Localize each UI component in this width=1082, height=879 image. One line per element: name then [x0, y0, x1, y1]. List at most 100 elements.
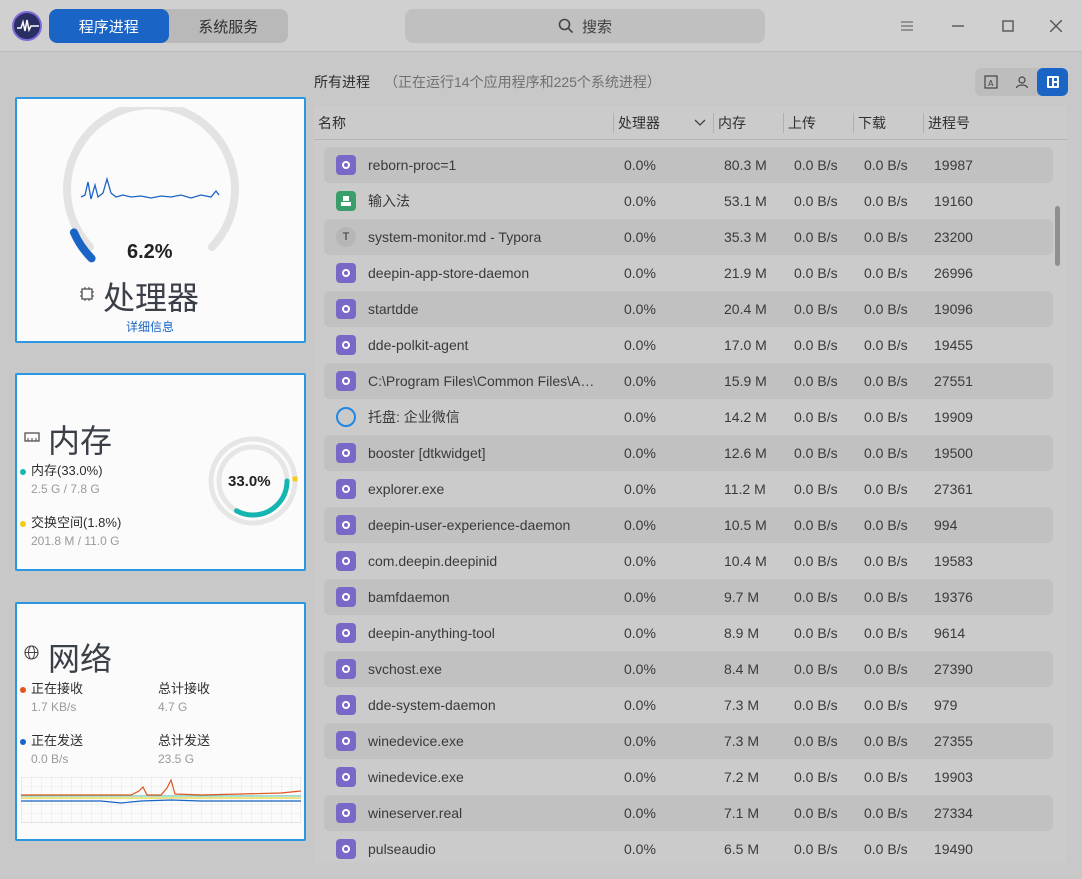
- process-gear-icon: [336, 335, 356, 355]
- memory-percent: 33.0%: [228, 473, 271, 490]
- table-row[interactable]: C:\Program Files\Common Files\A… 0.0% 15.9…: [324, 363, 1053, 399]
- recv-dot: [20, 686, 26, 693]
- scrollbar[interactable]: [1055, 206, 1060, 266]
- column-memory[interactable]: 内存: [718, 115, 746, 131]
- process-gear-icon: [336, 695, 356, 715]
- process-pid: 27334: [934, 805, 973, 821]
- minimize-icon[interactable]: [944, 12, 972, 40]
- process-icon-cell: [336, 687, 356, 723]
- table-row[interactable]: 输入法 0.0% 53.1 M 0.0 B/s 0.0 B/s 19160: [324, 183, 1053, 219]
- table-row[interactable]: dde-system-daemon 0.0% 7.3 M 0.0 B/s 0.0 B/s…: [324, 687, 1053, 723]
- table-row[interactable]: 托盘: 企业微信 0.0% 14.2 M 0.0 B/s 0.0 B/s 19909: [324, 399, 1053, 435]
- process-name: 输入法: [368, 193, 410, 209]
- close-icon[interactable]: [1042, 12, 1070, 40]
- column-download[interactable]: 下载: [858, 115, 886, 131]
- table-row[interactable]: com.deepin.deepinid 0.0% 10.4 M 0.0 B/s 0.0 …: [324, 543, 1053, 579]
- column-divider[interactable]: [713, 113, 714, 133]
- table-row[interactable]: pulseaudio 0.0% 6.5 M 0.0 B/s 0.0 B/s 19490: [324, 831, 1053, 863]
- process-pid: 979: [934, 697, 958, 713]
- process-name: C:\Program Files\Common Files\A…: [368, 373, 595, 389]
- process-up: 0.0 B/s: [794, 265, 838, 281]
- process-mem: 14.2 M: [724, 409, 767, 425]
- table-row[interactable]: wineserver.real 0.0% 7.1 M 0.0 B/s 0.0 B/s 27…: [324, 795, 1053, 831]
- process-name: wineserver.real: [368, 805, 463, 821]
- table-row[interactable]: svchost.exe 0.0% 8.4 M 0.0 B/s 0.0 B/s 27390: [324, 651, 1053, 687]
- column-divider[interactable]: [783, 113, 784, 133]
- process-cpu: 0.0%: [624, 157, 656, 173]
- mem-legend: 内存(33.0%): [20, 460, 103, 479]
- cpu-gauge: [63, 107, 239, 263]
- maximize-icon[interactable]: [994, 12, 1022, 40]
- column-divider[interactable]: [853, 113, 854, 133]
- process-icon-cell: [336, 759, 356, 795]
- process-cpu: 0.0%: [624, 301, 656, 317]
- process-name: startdde: [368, 301, 419, 317]
- process-pid: 19490: [934, 841, 973, 857]
- process-icon-cell: [336, 363, 356, 399]
- process-mem: 80.3 M: [724, 157, 767, 173]
- process-title: 所有进程: [314, 74, 370, 90]
- tab-services[interactable]: 系统服务: [198, 18, 259, 36]
- process-gear-icon: [336, 443, 356, 463]
- process-down: 0.0 B/s: [864, 769, 908, 785]
- column-cpu[interactable]: 处理器: [618, 115, 660, 131]
- table-row[interactable]: explorer.exe 0.0% 11.2 M 0.0 B/s 0.0 B/s 2736…: [324, 471, 1053, 507]
- column-name[interactable]: 名称: [318, 115, 346, 131]
- search-icon: [558, 18, 574, 34]
- memory-panel[interactable]: 内存 内存(33.0%) 2.5 G / 7.8 G 交换空间(1.8%) 20…: [15, 373, 306, 571]
- process-up: 0.0 B/s: [794, 841, 838, 857]
- process-mem: 7.1 M: [724, 805, 760, 821]
- process-pid: 19987: [934, 157, 973, 173]
- process-pid: 23200: [934, 229, 973, 245]
- cpu-panel[interactable]: 6.2% 处理器 详细信息: [15, 97, 306, 343]
- recv-line: [21, 778, 301, 796]
- table-row[interactable]: startdde 0.0% 20.4 M 0.0 B/s 0.0 B/s 19096: [324, 291, 1053, 327]
- process-mem: 11.2 M: [724, 481, 766, 497]
- swap-label: 交换空间(1.8%): [31, 515, 122, 530]
- process-name: svchost.exe: [368, 661, 442, 677]
- table-row[interactable]: deepin-user-experience-daemon 0.0% 10.5 M 0…: [324, 507, 1053, 543]
- process-name: deepin-app-store-daemon: [368, 265, 530, 281]
- process-pid: 19160: [934, 193, 973, 209]
- column-divider[interactable]: [613, 113, 614, 133]
- app-filter-icon[interactable]: A: [975, 68, 1006, 96]
- table-row[interactable]: winedevice.exe 0.0% 7.3 M 0.0 B/s 0.0 B/s 273…: [324, 723, 1053, 759]
- process-pid: 26996: [934, 265, 973, 281]
- all-processes-icon[interactable]: [1037, 68, 1068, 96]
- process-cpu: 0.0%: [624, 625, 656, 641]
- process-name: deepin-user-experience-daemon: [368, 517, 571, 533]
- table-row[interactable]: dde-polkit-agent 0.0% 17.0 M 0.0 B/s 0.0 B/s…: [324, 327, 1053, 363]
- sort-chevron-down-icon[interactable]: [694, 106, 706, 140]
- process-pid: 19500: [934, 445, 973, 461]
- table-row[interactable]: bamfdaemon 0.0% 9.7 M 0.0 B/s 0.0 B/s 19376: [324, 579, 1053, 615]
- cpu-details-link[interactable]: 详细信息: [126, 320, 175, 334]
- table-row[interactable]: winedevice.exe 0.0% 7.2 M 0.0 B/s 0.0 B/s 199…: [324, 759, 1053, 795]
- process-up: 0.0 B/s: [794, 229, 838, 245]
- column-upload[interactable]: 上传: [788, 115, 816, 131]
- column-divider[interactable]: [923, 113, 924, 133]
- process-name: explorer.exe: [368, 481, 445, 497]
- process-name: dde-polkit-agent: [368, 337, 469, 353]
- search-input[interactable]: 搜索: [405, 9, 765, 43]
- user-filter-icon[interactable]: [1006, 68, 1037, 96]
- table-row[interactable]: reborn-proc=1 0.0% 80.3 M 0.0 B/s 0.0 B/s 199…: [324, 147, 1053, 183]
- process-down: 0.0 B/s: [864, 841, 908, 857]
- menu-icon[interactable]: [893, 12, 921, 40]
- view-switcher: 程序进程 系统服务: [49, 9, 288, 43]
- process-pid: 27361: [934, 481, 973, 497]
- table-row[interactable]: deepin-app-store-daemon 0.0% 21.9 M 0.0 B/s…: [324, 255, 1053, 291]
- column-pid[interactable]: 进程号: [928, 115, 970, 131]
- app-logo-icon[interactable]: [12, 11, 42, 41]
- process-icon-cell: [336, 255, 356, 291]
- recv-legend: 正在接收: [20, 678, 83, 697]
- process-up: 0.0 B/s: [794, 157, 838, 173]
- network-panel[interactable]: 网络 正在接收 1.7 KB/s 总计接收 4.7 G 正在发送 0.0 B/s…: [15, 602, 306, 841]
- tab-processes[interactable]: 程序进程: [49, 9, 169, 43]
- process-name: com.deepin.deepinid: [368, 553, 498, 569]
- process-mem: 17.0 M: [724, 337, 767, 353]
- process-up: 0.0 B/s: [794, 697, 838, 713]
- process-icon-cell: [336, 579, 356, 615]
- table-row[interactable]: deepin-anything-tool 0.0% 8.9 M 0.0 B/s 0.0 …: [324, 615, 1053, 651]
- table-row[interactable]: booster [dtkwidget] 0.0% 12.6 M 0.0 B/s 0.0 …: [324, 435, 1053, 471]
